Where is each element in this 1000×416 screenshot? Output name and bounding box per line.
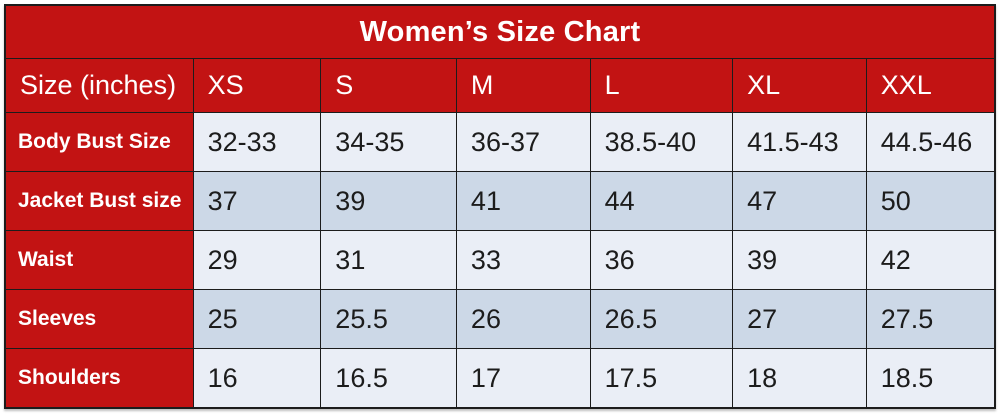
size-value-cell: 34-35 — [320, 112, 457, 172]
column-header-xl: XL — [732, 58, 867, 113]
size-value-cell: 39 — [320, 171, 457, 231]
row-label: Sleeves — [4, 289, 194, 349]
size-value-cell: 42 — [865, 230, 996, 290]
size-value-cell: 18.5 — [865, 348, 996, 409]
size-value-cell: 44.5-46 — [865, 112, 996, 172]
size-value-cell: 18 — [732, 348, 867, 409]
row-label: Waist — [4, 230, 194, 290]
size-value-cell: 33 — [455, 230, 591, 290]
size-value-cell: 41.5-43 — [732, 112, 867, 172]
table-row: Jacket Bust size 37 39 41 44 47 50 — [4, 171, 996, 231]
womens-size-chart-table: Women’s Size Chart Size (inches) XS S M … — [4, 4, 996, 409]
title-row: Women’s Size Chart — [4, 4, 996, 59]
column-header-xxl: XXL — [865, 58, 996, 113]
size-value-cell: 25 — [192, 289, 322, 349]
row-label: Jacket Bust size — [4, 171, 194, 231]
table-row: Sleeves 25 25.5 26 26.5 27 27.5 — [4, 289, 996, 349]
column-header-size-inches: Size (inches) — [4, 58, 194, 113]
size-value-cell: 44 — [589, 171, 734, 231]
column-header-s: S — [320, 58, 457, 113]
size-value-cell: 39 — [732, 230, 867, 290]
size-value-cell: 25.5 — [320, 289, 457, 349]
size-value-cell: 38.5-40 — [589, 112, 734, 172]
size-value-cell: 50 — [865, 171, 996, 231]
size-value-cell: 29 — [192, 230, 322, 290]
size-value-cell: 32-33 — [192, 112, 322, 172]
column-header-l: L — [589, 58, 734, 113]
size-value-cell: 26 — [455, 289, 591, 349]
size-value-cell: 26.5 — [589, 289, 734, 349]
size-value-cell: 47 — [732, 171, 867, 231]
chart-title: Women’s Size Chart — [4, 4, 996, 59]
table-row: Body Bust Size 32-33 34-35 36-37 38.5-40 41.5… — [4, 112, 996, 172]
row-label: Body Bust Size — [4, 112, 194, 172]
column-header-row: Size (inches) XS S M L XL XXL — [4, 58, 996, 113]
table-row: Waist 29 31 33 36 39 42 — [4, 230, 996, 290]
size-value-cell: 27.5 — [865, 289, 996, 349]
size-value-cell: 31 — [320, 230, 457, 290]
size-value-cell: 37 — [192, 171, 322, 231]
size-value-cell: 16.5 — [320, 348, 457, 409]
column-header-xs: XS — [192, 58, 322, 113]
size-value-cell: 36 — [589, 230, 734, 290]
size-value-cell: 17 — [455, 348, 591, 409]
size-value-cell: 41 — [455, 171, 591, 231]
row-label: Shoulders — [4, 348, 194, 409]
size-value-cell: 16 — [192, 348, 322, 409]
size-value-cell: 17.5 — [589, 348, 734, 409]
column-header-m: M — [455, 58, 591, 113]
size-value-cell: 36-37 — [455, 112, 591, 172]
table-row: Shoulders 16 16.5 17 17.5 18 18.5 — [4, 348, 996, 409]
size-value-cell: 27 — [732, 289, 867, 349]
